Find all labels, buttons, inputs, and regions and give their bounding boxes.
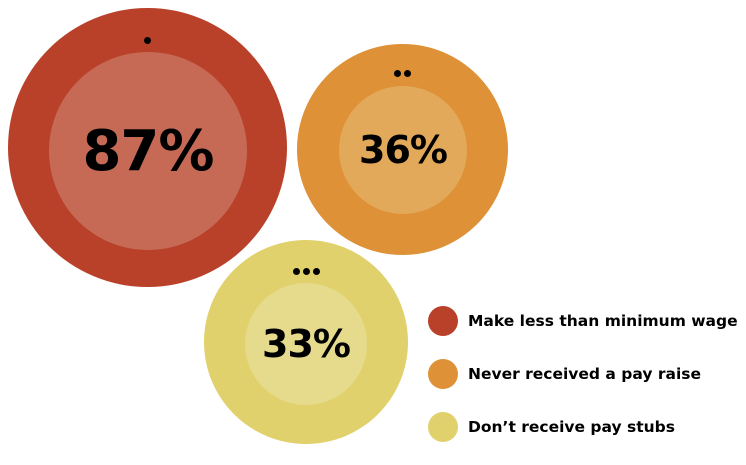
legend-label: Never received a pay raise (468, 365, 702, 383)
legend-swatch (428, 306, 458, 336)
bubble-dont-receive-pay-stubs: 33% (204, 240, 408, 444)
legend-swatch (428, 412, 458, 442)
marker-dot (404, 70, 411, 77)
marker-dots-2 (297, 70, 508, 77)
legend-label: Don’t receive pay stubs (468, 418, 675, 436)
legend: Make less than minimum wage Never receiv… (428, 306, 738, 465)
value-label-33: 33% (262, 322, 351, 366)
marker-dot (292, 268, 300, 275)
legend-label: Make less than minimum wage (468, 312, 738, 330)
bubble-inner-never-received-a-pay-raise: 36% (339, 86, 467, 214)
marker-dot (302, 268, 310, 275)
bubble-inner-make-less-than-minimum-wage: 87% (49, 52, 247, 250)
bubble-never-received-a-pay-raise: 36% (297, 44, 508, 255)
marker-dots-3 (204, 268, 408, 275)
legend-item-make-less-than-minimum-wage: Make less than minimum wage (428, 306, 738, 336)
bubble-make-less-than-minimum-wage: 87% (8, 8, 287, 287)
legend-item-never-received-a-pay-raise: Never received a pay raise (428, 359, 738, 389)
value-label-87: 87% (82, 118, 214, 184)
marker-dot (144, 37, 151, 44)
marker-dot (394, 70, 401, 77)
marker-dots-1 (8, 37, 287, 44)
value-label-36: 36% (359, 128, 448, 172)
legend-swatch (428, 359, 458, 389)
bubble-inner-dont-receive-pay-stubs: 33% (245, 283, 367, 405)
marker-dot (312, 268, 320, 275)
legend-item-dont-receive-pay-stubs: Don’t receive pay stubs (428, 412, 738, 442)
